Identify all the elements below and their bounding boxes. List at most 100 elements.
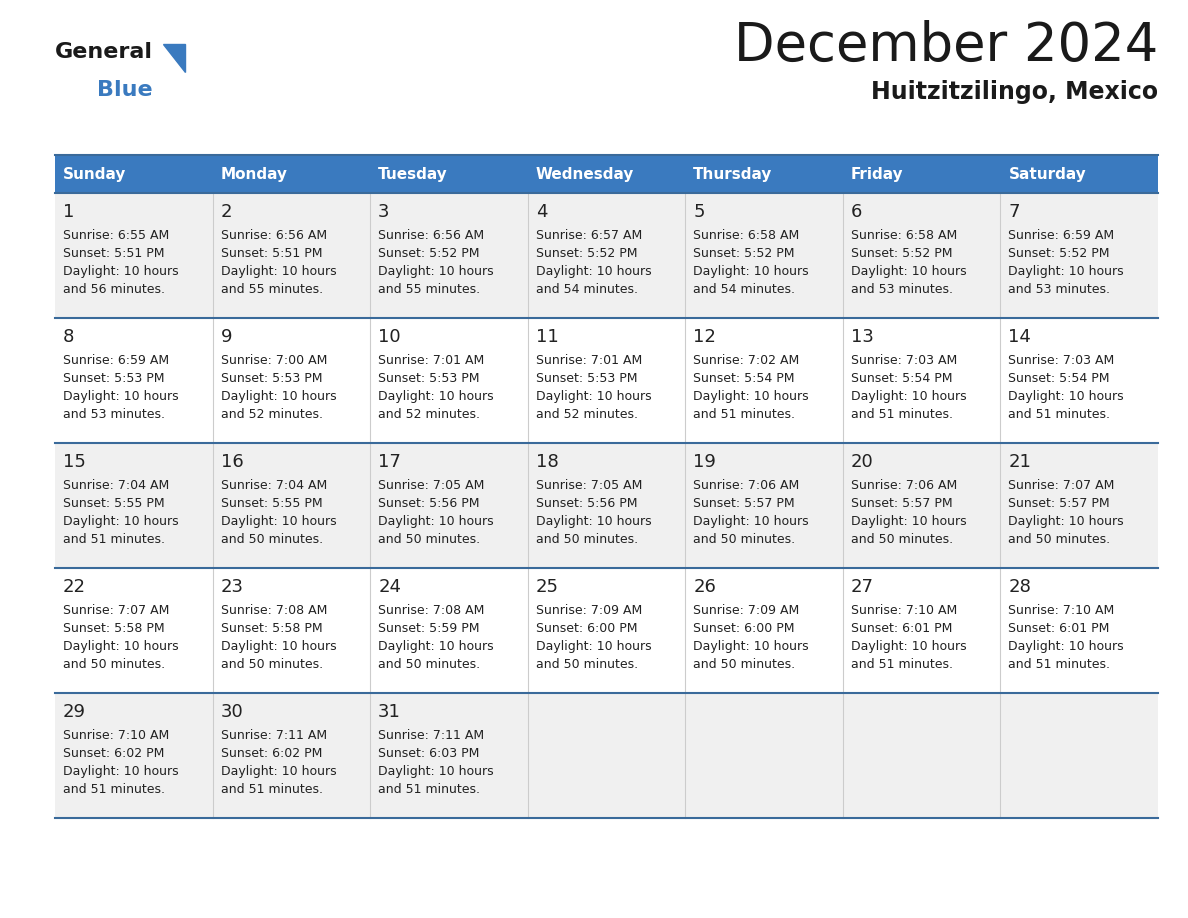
Text: and 53 minutes.: and 53 minutes. (63, 408, 165, 421)
Text: Daylight: 10 hours: Daylight: 10 hours (221, 640, 336, 653)
Text: 18: 18 (536, 453, 558, 471)
Text: Sunset: 5:56 PM: Sunset: 5:56 PM (536, 497, 637, 510)
Text: and 50 minutes.: and 50 minutes. (221, 658, 323, 671)
Text: and 52 minutes.: and 52 minutes. (536, 408, 638, 421)
Text: Daylight: 10 hours: Daylight: 10 hours (221, 265, 336, 278)
Text: Daylight: 10 hours: Daylight: 10 hours (378, 515, 494, 528)
Text: Sunset: 5:55 PM: Sunset: 5:55 PM (63, 497, 165, 510)
Text: and 55 minutes.: and 55 minutes. (378, 283, 480, 296)
Text: Daylight: 10 hours: Daylight: 10 hours (536, 640, 651, 653)
Text: 1: 1 (63, 203, 75, 221)
Text: 17: 17 (378, 453, 402, 471)
Text: Daylight: 10 hours: Daylight: 10 hours (536, 390, 651, 403)
Text: Sunrise: 6:56 AM: Sunrise: 6:56 AM (378, 229, 485, 242)
Text: Daylight: 10 hours: Daylight: 10 hours (851, 390, 967, 403)
Text: 20: 20 (851, 453, 873, 471)
Text: Sunrise: 7:08 AM: Sunrise: 7:08 AM (221, 604, 327, 617)
Text: Tuesday: Tuesday (378, 166, 448, 182)
Text: Sunrise: 7:06 AM: Sunrise: 7:06 AM (851, 479, 958, 492)
Text: Daylight: 10 hours: Daylight: 10 hours (851, 515, 967, 528)
Text: and 50 minutes.: and 50 minutes. (536, 658, 638, 671)
Text: Sunrise: 6:58 AM: Sunrise: 6:58 AM (694, 229, 800, 242)
Text: Sunset: 6:01 PM: Sunset: 6:01 PM (851, 622, 953, 635)
Text: Sunset: 5:53 PM: Sunset: 5:53 PM (63, 372, 164, 385)
Text: Sunrise: 7:04 AM: Sunrise: 7:04 AM (63, 479, 169, 492)
Text: Sunrise: 7:03 AM: Sunrise: 7:03 AM (1009, 354, 1114, 367)
Text: Sunset: 5:57 PM: Sunset: 5:57 PM (851, 497, 953, 510)
Text: and 50 minutes.: and 50 minutes. (851, 533, 953, 546)
Text: Sunset: 5:51 PM: Sunset: 5:51 PM (221, 247, 322, 260)
Text: and 50 minutes.: and 50 minutes. (1009, 533, 1111, 546)
Text: 8: 8 (63, 328, 75, 346)
Text: Sunset: 5:51 PM: Sunset: 5:51 PM (63, 247, 164, 260)
Text: Sunset: 6:03 PM: Sunset: 6:03 PM (378, 747, 480, 760)
Text: and 51 minutes.: and 51 minutes. (851, 408, 953, 421)
Text: Sunrise: 6:57 AM: Sunrise: 6:57 AM (536, 229, 642, 242)
Text: Daylight: 10 hours: Daylight: 10 hours (851, 265, 967, 278)
Text: 24: 24 (378, 578, 402, 596)
Text: 12: 12 (694, 328, 716, 346)
Text: Daylight: 10 hours: Daylight: 10 hours (378, 765, 494, 778)
Text: Daylight: 10 hours: Daylight: 10 hours (1009, 265, 1124, 278)
Text: Daylight: 10 hours: Daylight: 10 hours (221, 765, 336, 778)
Text: Wednesday: Wednesday (536, 166, 634, 182)
Text: and 50 minutes.: and 50 minutes. (694, 533, 796, 546)
Text: Sunset: 6:00 PM: Sunset: 6:00 PM (536, 622, 637, 635)
Text: Sunset: 5:52 PM: Sunset: 5:52 PM (851, 247, 953, 260)
Text: 25: 25 (536, 578, 558, 596)
Text: Sunrise: 7:01 AM: Sunrise: 7:01 AM (536, 354, 642, 367)
Text: and 51 minutes.: and 51 minutes. (1009, 408, 1111, 421)
Text: 10: 10 (378, 328, 400, 346)
Text: Daylight: 10 hours: Daylight: 10 hours (63, 515, 178, 528)
Bar (55, 443, 1158, 568)
Text: Daylight: 10 hours: Daylight: 10 hours (378, 640, 494, 653)
Text: Sunrise: 7:04 AM: Sunrise: 7:04 AM (221, 479, 327, 492)
Text: Sunset: 5:53 PM: Sunset: 5:53 PM (221, 372, 322, 385)
Text: Sunset: 5:52 PM: Sunset: 5:52 PM (1009, 247, 1110, 260)
Text: Sunrise: 7:03 AM: Sunrise: 7:03 AM (851, 354, 958, 367)
Text: Daylight: 10 hours: Daylight: 10 hours (378, 265, 494, 278)
Text: and 51 minutes.: and 51 minutes. (63, 533, 165, 546)
Text: 21: 21 (1009, 453, 1031, 471)
Text: Daylight: 10 hours: Daylight: 10 hours (694, 515, 809, 528)
Text: Sunrise: 7:02 AM: Sunrise: 7:02 AM (694, 354, 800, 367)
Text: Daylight: 10 hours: Daylight: 10 hours (63, 390, 178, 403)
Text: Daylight: 10 hours: Daylight: 10 hours (63, 640, 178, 653)
Text: 9: 9 (221, 328, 232, 346)
Text: Sunset: 5:59 PM: Sunset: 5:59 PM (378, 622, 480, 635)
Text: Sunset: 5:53 PM: Sunset: 5:53 PM (536, 372, 637, 385)
Text: and 50 minutes.: and 50 minutes. (694, 658, 796, 671)
Text: Daylight: 10 hours: Daylight: 10 hours (63, 765, 178, 778)
Text: General: General (55, 42, 153, 62)
Text: Friday: Friday (851, 166, 904, 182)
Text: 27: 27 (851, 578, 874, 596)
Text: Daylight: 10 hours: Daylight: 10 hours (378, 390, 494, 403)
Text: Daylight: 10 hours: Daylight: 10 hours (1009, 390, 1124, 403)
Text: and 51 minutes.: and 51 minutes. (378, 783, 480, 796)
Text: 22: 22 (63, 578, 86, 596)
Text: and 54 minutes.: and 54 minutes. (694, 283, 795, 296)
Text: 7: 7 (1009, 203, 1020, 221)
Text: Sunset: 5:54 PM: Sunset: 5:54 PM (1009, 372, 1110, 385)
Text: 4: 4 (536, 203, 548, 221)
Text: Sunrise: 7:10 AM: Sunrise: 7:10 AM (1009, 604, 1114, 617)
Text: Sunrise: 6:59 AM: Sunrise: 6:59 AM (1009, 229, 1114, 242)
Text: Sunrise: 7:06 AM: Sunrise: 7:06 AM (694, 479, 800, 492)
Text: 13: 13 (851, 328, 873, 346)
Text: Saturday: Saturday (1009, 166, 1086, 182)
Text: Monday: Monday (221, 166, 287, 182)
Text: 11: 11 (536, 328, 558, 346)
Text: Sunrise: 6:59 AM: Sunrise: 6:59 AM (63, 354, 169, 367)
Text: and 53 minutes.: and 53 minutes. (1009, 283, 1111, 296)
Bar (55, 568, 1158, 693)
Text: Daylight: 10 hours: Daylight: 10 hours (221, 390, 336, 403)
Text: Sunset: 5:52 PM: Sunset: 5:52 PM (694, 247, 795, 260)
Text: Sunrise: 7:05 AM: Sunrise: 7:05 AM (536, 479, 642, 492)
Bar (55, 193, 1158, 318)
Text: Blue: Blue (97, 80, 152, 100)
Text: Sunset: 6:01 PM: Sunset: 6:01 PM (1009, 622, 1110, 635)
Bar (55, 155, 1158, 193)
Text: Sunset: 5:54 PM: Sunset: 5:54 PM (694, 372, 795, 385)
Text: 2: 2 (221, 203, 232, 221)
Text: Sunrise: 7:11 AM: Sunrise: 7:11 AM (378, 729, 485, 742)
